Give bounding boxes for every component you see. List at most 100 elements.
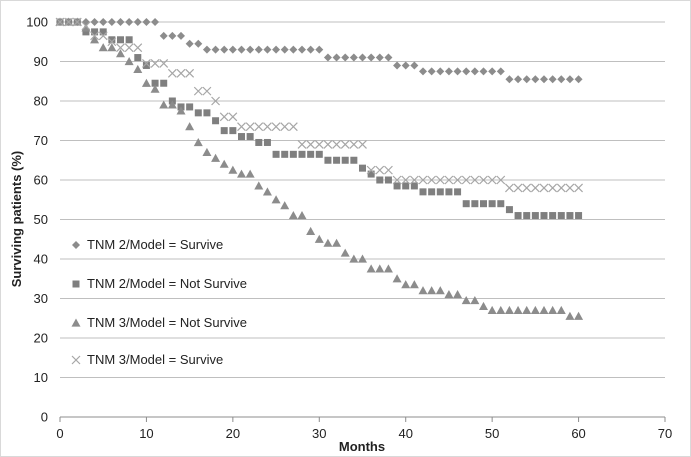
- x-tick-label: 40: [398, 426, 412, 441]
- data-point: [177, 31, 185, 40]
- data-point: [575, 212, 583, 220]
- y-tick-label: 10: [34, 370, 48, 385]
- data-point: [263, 122, 272, 132]
- data-point: [280, 45, 289, 54]
- x-tick-label: 10: [139, 426, 153, 441]
- data-point: [513, 305, 523, 314]
- data-point: [539, 183, 549, 193]
- data-point: [401, 61, 410, 70]
- data-point: [479, 67, 488, 76]
- data-point: [366, 264, 376, 273]
- data-point: [307, 150, 315, 158]
- data-point: [470, 295, 480, 305]
- data-point: [549, 212, 557, 220]
- data-point: [81, 23, 91, 32]
- data-point: [332, 238, 342, 247]
- data-point: [530, 183, 540, 193]
- data-point: [298, 45, 306, 54]
- data-point: [237, 122, 246, 132]
- data-point: [133, 64, 143, 73]
- x-tick-label: 30: [312, 426, 326, 441]
- data-point: [64, 17, 74, 27]
- legend-marker: [72, 241, 80, 249]
- data-point: [142, 59, 151, 68]
- data-point: [454, 188, 462, 196]
- data-point: [116, 18, 125, 26]
- data-point: [470, 67, 479, 76]
- data-point: [228, 165, 238, 174]
- data-point: [245, 169, 255, 178]
- data-point: [159, 100, 169, 109]
- data-point: [488, 200, 496, 208]
- data-point: [513, 183, 523, 193]
- data-point: [565, 183, 575, 193]
- data-point: [211, 96, 220, 106]
- data-point: [574, 183, 583, 193]
- data-point: [566, 212, 574, 220]
- data-point: [488, 67, 497, 76]
- legend-marker: [71, 355, 81, 365]
- data-point: [375, 264, 385, 273]
- data-point: [220, 45, 229, 54]
- data-point: [461, 295, 471, 305]
- data-point: [245, 122, 255, 132]
- data-point: [376, 176, 384, 184]
- data-point: [332, 140, 341, 149]
- y-tick-label: 70: [34, 133, 48, 148]
- data-point: [428, 188, 436, 196]
- data-point: [219, 159, 229, 168]
- data-point: [375, 53, 384, 62]
- data-point: [435, 286, 445, 295]
- data-point: [480, 200, 487, 208]
- data-point: [150, 59, 160, 68]
- data-point: [341, 53, 350, 62]
- data-point: [444, 290, 454, 299]
- data-point: [548, 183, 558, 193]
- x-axis-title: Months: [339, 439, 385, 454]
- data-point: [367, 53, 376, 62]
- data-point: [133, 18, 142, 26]
- data-point: [289, 45, 298, 54]
- data-point: [462, 200, 470, 208]
- data-point: [212, 117, 220, 125]
- data-point: [419, 67, 427, 76]
- data-point: [419, 188, 427, 196]
- data-point: [185, 122, 195, 131]
- legend-item: TNM 3/Model = Not Survive: [71, 315, 247, 330]
- x-tick-label: 70: [658, 426, 672, 441]
- data-point: [367, 170, 375, 178]
- data-point: [297, 140, 307, 149]
- data-point: [514, 212, 522, 220]
- data-point: [522, 183, 532, 193]
- legend-marker: [71, 318, 81, 327]
- data-point: [176, 68, 186, 78]
- data-point: [479, 301, 488, 310]
- data-point: [453, 67, 462, 76]
- data-point: [141, 78, 151, 87]
- data-point: [194, 109, 202, 117]
- data-point: [280, 122, 290, 132]
- legend-item: TNM 2/Model = Survive: [72, 237, 223, 252]
- data-point: [167, 68, 177, 78]
- data-point: [461, 175, 471, 185]
- data-point: [332, 53, 341, 62]
- data-point: [366, 165, 376, 175]
- data-point: [186, 103, 194, 111]
- data-point: [393, 182, 401, 190]
- data-point: [470, 175, 480, 185]
- data-point: [107, 43, 117, 52]
- data-point: [211, 153, 221, 162]
- data-point: [167, 100, 177, 109]
- series-survive-tnm3: [55, 17, 583, 193]
- data-point: [445, 188, 453, 196]
- data-point: [427, 175, 437, 185]
- data-point: [323, 238, 333, 247]
- data-point: [314, 140, 324, 149]
- data-point: [487, 305, 497, 314]
- legend-label: TNM 2/Model = Not Survive: [87, 276, 247, 291]
- data-point: [453, 175, 462, 185]
- data-point: [531, 75, 540, 84]
- data-point: [350, 156, 358, 164]
- data-point: [306, 226, 316, 235]
- data-point: [306, 45, 315, 54]
